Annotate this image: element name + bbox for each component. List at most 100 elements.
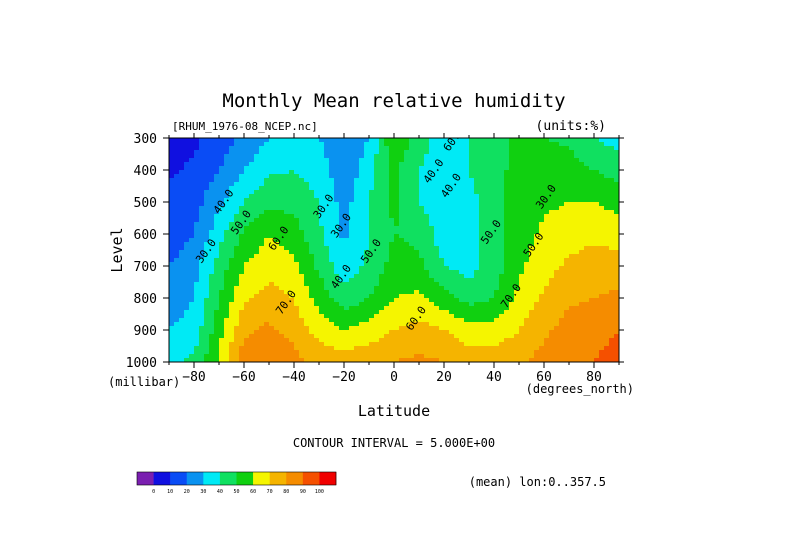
- humidity-cell: [564, 306, 570, 311]
- humidity-cell: [314, 298, 320, 303]
- humidity-cell: [279, 334, 285, 339]
- humidity-cell: [204, 222, 210, 227]
- humidity-cell: [224, 306, 230, 311]
- humidity-cell: [514, 158, 520, 163]
- humidity-cell: [204, 186, 210, 191]
- humidity-cell: [484, 286, 490, 291]
- humidity-cell: [559, 226, 565, 231]
- humidity-cell: [234, 330, 240, 335]
- humidity-cell: [179, 226, 185, 231]
- humidity-cell: [519, 318, 525, 323]
- humidity-cell: [244, 182, 250, 187]
- humidity-cell: [584, 150, 590, 155]
- humidity-cell: [469, 202, 475, 207]
- humidity-cell: [194, 354, 200, 359]
- humidity-cell: [314, 310, 320, 315]
- humidity-cell: [439, 218, 445, 223]
- humidity-cell: [524, 210, 530, 215]
- humidity-cell: [399, 146, 405, 151]
- humidity-cell: [529, 250, 535, 255]
- humidity-cell: [264, 206, 270, 211]
- humidity-cell: [499, 290, 505, 295]
- humidity-cell: [244, 242, 250, 247]
- humidity-cell: [234, 346, 240, 351]
- humidity-cell: [199, 230, 205, 235]
- humidity-cell: [234, 142, 240, 147]
- humidity-cell: [269, 162, 275, 167]
- humidity-cell: [544, 342, 550, 347]
- humidity-cell: [199, 274, 205, 279]
- humidity-cell: [439, 342, 445, 347]
- humidity-cell: [569, 326, 575, 331]
- humidity-cell: [169, 146, 175, 151]
- humidity-cell: [609, 222, 615, 227]
- humidity-cell: [584, 210, 590, 215]
- humidity-cell: [534, 322, 540, 327]
- humidity-cell: [264, 190, 270, 195]
- humidity-cell: [359, 330, 365, 335]
- humidity-cell: [544, 178, 550, 183]
- humidity-cell: [594, 154, 600, 159]
- humidity-cell: [294, 182, 300, 187]
- humidity-cell: [469, 178, 475, 183]
- humidity-cell: [519, 190, 525, 195]
- humidity-cell: [409, 334, 415, 339]
- humidity-cell: [299, 298, 305, 303]
- humidity-cell: [169, 174, 175, 179]
- humidity-cell: [304, 142, 310, 147]
- humidity-cell: [519, 210, 525, 215]
- humidity-cell: [194, 342, 200, 347]
- humidity-cell: [559, 190, 565, 195]
- humidity-cell: [259, 342, 265, 347]
- humidity-cell: [484, 350, 490, 355]
- humidity-cell: [594, 250, 600, 255]
- humidity-cell: [489, 242, 495, 247]
- humidity-cell: [399, 198, 405, 203]
- humidity-cell: [319, 286, 325, 291]
- humidity-cell: [439, 350, 445, 355]
- humidity-cell: [349, 182, 355, 187]
- humidity-cell: [574, 238, 580, 243]
- humidity-cell: [284, 158, 290, 163]
- humidity-cell: [169, 190, 175, 195]
- humidity-cell: [399, 262, 405, 267]
- humidity-cell: [269, 218, 275, 223]
- humidity-cell: [249, 150, 255, 155]
- humidity-cell: [384, 218, 390, 223]
- humidity-cell: [299, 262, 305, 267]
- humidity-cell: [329, 210, 335, 215]
- humidity-cell: [414, 274, 420, 279]
- humidity-cell: [514, 178, 520, 183]
- humidity-cell: [269, 210, 275, 215]
- humidity-cell: [464, 322, 470, 327]
- humidity-cell: [599, 282, 605, 287]
- humidity-cell: [569, 282, 575, 287]
- humidity-cell: [214, 178, 220, 183]
- humidity-cell: [269, 166, 275, 171]
- humidity-cell: [499, 282, 505, 287]
- humidity-cell: [214, 278, 220, 283]
- humidity-cell: [574, 214, 580, 219]
- humidity-cell: [569, 158, 575, 163]
- humidity-cell: [279, 346, 285, 351]
- humidity-cell: [234, 322, 240, 327]
- humidity-cell: [409, 234, 415, 239]
- humidity-cell: [259, 262, 265, 267]
- humidity-cell: [324, 246, 330, 251]
- humidity-cell: [374, 202, 380, 207]
- humidity-cell: [459, 254, 465, 259]
- humidity-cell: [274, 358, 280, 362]
- humidity-cell: [549, 254, 555, 259]
- humidity-cell: [524, 290, 530, 295]
- humidity-cell: [209, 158, 215, 163]
- humidity-cell: [614, 230, 619, 235]
- humidity-cell: [229, 146, 235, 151]
- humidity-cell: [339, 218, 345, 223]
- humidity-cell: [314, 278, 320, 283]
- humidity-cell: [439, 154, 445, 159]
- humidity-cell: [364, 242, 370, 247]
- humidity-cell: [189, 230, 195, 235]
- humidity-cell: [564, 166, 570, 171]
- humidity-cell: [404, 314, 410, 319]
- humidity-cell: [284, 138, 290, 143]
